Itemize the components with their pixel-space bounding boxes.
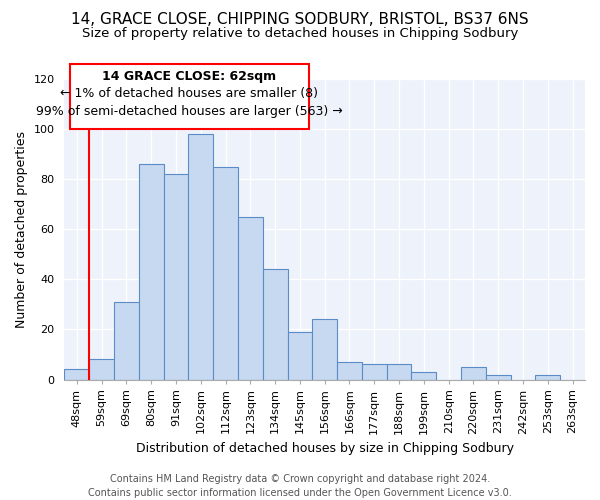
Text: 14 GRACE CLOSE: 62sqm: 14 GRACE CLOSE: 62sqm <box>102 70 277 83</box>
Bar <box>263 270 287 380</box>
Bar <box>486 374 511 380</box>
X-axis label: Distribution of detached houses by size in Chipping Sodbury: Distribution of detached houses by size … <box>136 442 514 455</box>
Bar <box>139 164 164 380</box>
Bar <box>287 332 313 380</box>
Bar <box>238 216 263 380</box>
Y-axis label: Number of detached properties: Number of detached properties <box>15 131 28 328</box>
Bar <box>213 166 238 380</box>
Text: ← 1% of detached houses are smaller (8): ← 1% of detached houses are smaller (8) <box>61 88 319 101</box>
Bar <box>89 360 114 380</box>
Text: Contains HM Land Registry data © Crown copyright and database right 2024.
Contai: Contains HM Land Registry data © Crown c… <box>88 474 512 498</box>
Bar <box>64 370 89 380</box>
Bar <box>313 320 337 380</box>
Text: 99% of semi-detached houses are larger (563) →: 99% of semi-detached houses are larger (… <box>36 105 343 118</box>
Bar <box>164 174 188 380</box>
Bar <box>362 364 386 380</box>
Text: Size of property relative to detached houses in Chipping Sodbury: Size of property relative to detached ho… <box>82 28 518 40</box>
Bar <box>337 362 362 380</box>
Bar <box>386 364 412 380</box>
Text: 14, GRACE CLOSE, CHIPPING SODBURY, BRISTOL, BS37 6NS: 14, GRACE CLOSE, CHIPPING SODBURY, BRIST… <box>71 12 529 28</box>
Bar <box>188 134 213 380</box>
Bar <box>114 302 139 380</box>
Bar <box>461 367 486 380</box>
Bar <box>535 374 560 380</box>
Bar <box>412 372 436 380</box>
